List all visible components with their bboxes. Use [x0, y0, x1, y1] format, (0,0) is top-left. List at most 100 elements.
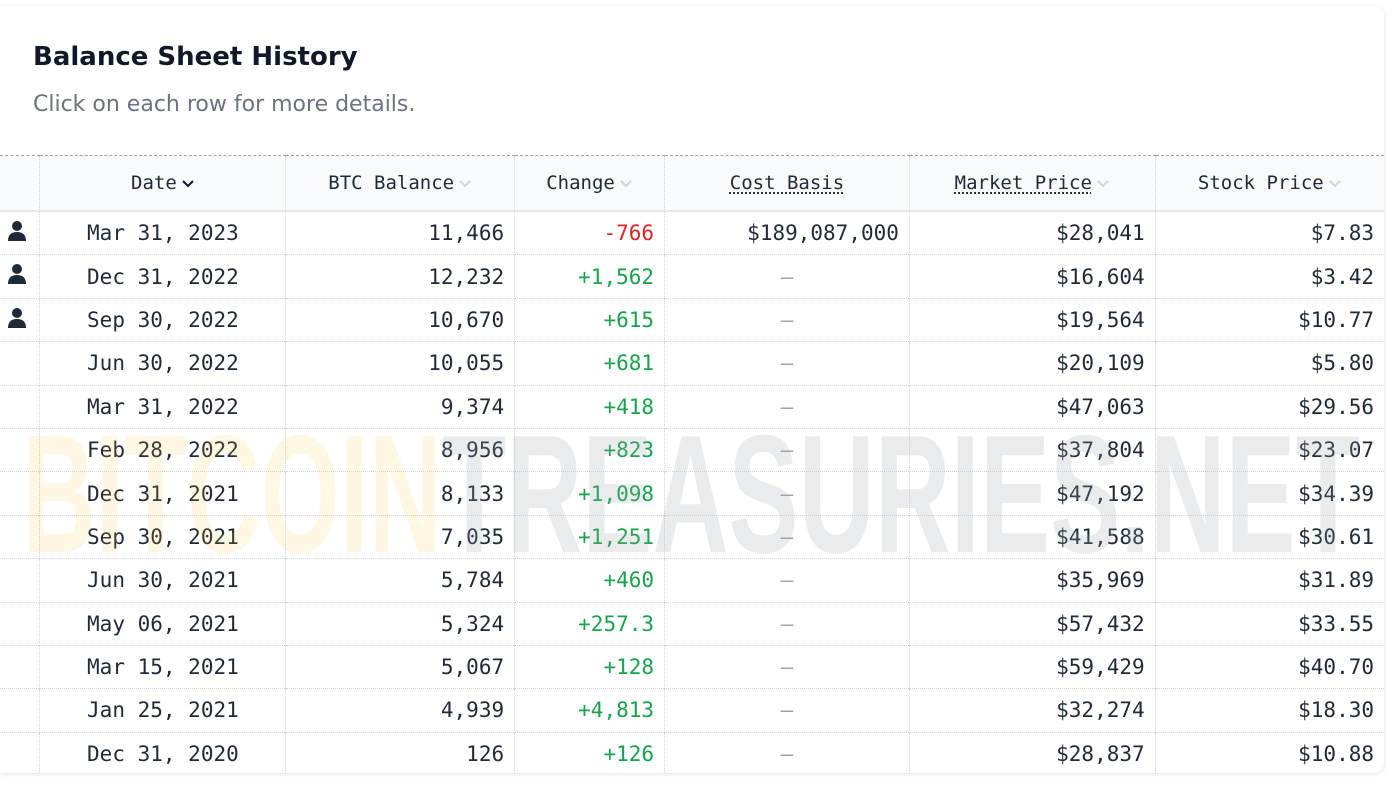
- table-cell: $23.07: [1154, 427, 1384, 472]
- table-cell: Jun 30, 2021: [39, 558, 286, 603]
- table-cell: +1,562: [514, 254, 665, 299]
- table-cell: Dec 31, 2022: [39, 254, 286, 299]
- table-cell: 5,324: [285, 601, 515, 646]
- table-cell: $41,588: [908, 514, 1156, 559]
- header-row: Date BTC Balance Change Cost Basis Market Pr…: [0, 155, 1384, 212]
- table-row[interactable]: Dec 31, 2021 8,133 +1,098— $47,192 $34.39: [0, 471, 1384, 516]
- table-cell: Jan 25, 2021: [39, 688, 286, 733]
- table-row[interactable]: Jan 25, 2021 4,939 +4,813— $32,274 $18.30: [0, 688, 1384, 733]
- table-row[interactable]: Sep 30, 2021 7,035 +1,251— $41,588 $30.61: [0, 514, 1384, 559]
- sort-icon[interactable]: [458, 179, 472, 189]
- table-cell: Mar 31, 2022: [39, 384, 286, 429]
- table-cell: $16,604: [908, 254, 1156, 299]
- column-header[interactable]: Change: [514, 155, 665, 212]
- icon-cell: [0, 601, 40, 646]
- sort-icon[interactable]: [1096, 179, 1110, 189]
- table-cell: Sep 30, 2021: [39, 514, 286, 559]
- table-cell: Dec 31, 2020: [39, 731, 286, 773]
- table-cell: —: [664, 254, 910, 299]
- table-cell: Mar 15, 2021: [39, 644, 286, 689]
- person-icon: [8, 308, 26, 328]
- column-label: BTC Balance: [328, 172, 455, 194]
- table-cell: +126: [514, 731, 665, 773]
- table-cell: $35,969: [908, 558, 1156, 603]
- table-cell: +460: [514, 558, 665, 603]
- table-cell: $10.77: [1154, 297, 1384, 342]
- table-row[interactable]: Sep 30, 2022 10,670 +615— $19,564 $10.77: [0, 297, 1384, 342]
- table-cell: $47,063: [908, 384, 1156, 429]
- table-cell: 5,784: [285, 558, 515, 603]
- table-cell: +1,251: [514, 514, 665, 559]
- sort-icon[interactable]: [1328, 179, 1342, 189]
- table-cell: —: [664, 514, 910, 559]
- table-cell: $5.80: [1154, 341, 1384, 386]
- column-label: Market Price: [954, 172, 1092, 194]
- column-header[interactable]: Date: [39, 155, 286, 212]
- person-icon: [8, 221, 26, 241]
- table-row[interactable]: Feb 28, 2022 8,956 +823— $37,804 $23.07: [0, 427, 1384, 472]
- table-row[interactable]: Mar 31, 2022 9,374 +418— $47,063 $29.56: [0, 384, 1384, 429]
- table-cell: 8,133: [285, 471, 515, 516]
- table-cell: $31.89: [1154, 558, 1384, 603]
- icon-cell: [0, 427, 40, 472]
- table-row[interactable]: May 06, 2021 5,324 +257.3— $57,432 $33.55: [0, 601, 1384, 646]
- icon-cell: [0, 514, 40, 559]
- icon-cell: [0, 558, 40, 603]
- table-cell: $37,804: [908, 427, 1156, 472]
- icon-header: [0, 155, 40, 212]
- balance-table: Date BTC Balance Change Cost Basis Market Pr…: [0, 155, 1384, 773]
- table-cell: —: [664, 384, 910, 429]
- table-cell: $40.70: [1154, 644, 1384, 689]
- column-header[interactable]: BTC Balance: [285, 155, 515, 212]
- table-cell: $30.61: [1154, 514, 1384, 559]
- table-cell: $32,274: [908, 688, 1156, 733]
- table-cell: Dec 31, 2021: [39, 471, 286, 516]
- table-cell: $19,564: [908, 297, 1156, 342]
- table-cell: —: [664, 601, 910, 646]
- table-row[interactable]: Mar 31, 2023 11,466 -766 $189,087,000 $28,04…: [0, 210, 1384, 255]
- table-row[interactable]: Jun 30, 2021 5,784 +460— $35,969 $31.89: [0, 558, 1384, 603]
- table-cell: 7,035: [285, 514, 515, 559]
- table-cell: Mar 31, 2023: [39, 210, 286, 255]
- table-cell: $59,429: [908, 644, 1156, 689]
- table-cell: 11,466: [285, 210, 515, 255]
- sort-icon[interactable]: [181, 179, 195, 189]
- table-row[interactable]: Dec 31, 2020 126 +126— $28,837 $10.88: [0, 731, 1384, 773]
- table-cell: $57,432: [908, 601, 1156, 646]
- sort-icon[interactable]: [619, 179, 633, 189]
- table-cell: Feb 28, 2022: [39, 427, 286, 472]
- table-cell: +1,098: [514, 471, 665, 516]
- icon-cell: [0, 644, 40, 689]
- table-cell: $7.83: [1154, 210, 1384, 255]
- table-cell: 10,055: [285, 341, 515, 386]
- table-cell: —: [664, 558, 910, 603]
- table-cell: May 06, 2021: [39, 601, 286, 646]
- column-header[interactable]: Stock Price: [1154, 155, 1384, 212]
- table-cell: —: [664, 688, 910, 733]
- table-cell: $3.42: [1154, 254, 1384, 299]
- title: Balance Sheet History: [33, 42, 358, 72]
- column-header[interactable]: Market Price: [908, 155, 1156, 212]
- column-label: Change: [546, 172, 615, 194]
- table-cell: 9,374: [285, 384, 515, 429]
- table-cell: Jun 30, 2022: [39, 341, 286, 386]
- table-cell: +823: [514, 427, 665, 472]
- table-cell: $28,837: [908, 731, 1156, 773]
- table-row[interactable]: Dec 31, 2022 12,232 +1,562— $16,604 $3.42: [0, 254, 1384, 299]
- table-cell: 5,067: [285, 644, 515, 689]
- table-cell: 126: [285, 731, 515, 773]
- table-cell: $189,087,000: [664, 210, 910, 255]
- table-cell: —: [664, 471, 910, 516]
- table-cell: —: [664, 731, 910, 773]
- table-cell: 4,939: [285, 688, 515, 733]
- column-header[interactable]: Cost Basis: [664, 155, 910, 212]
- table-cell: -766: [514, 210, 665, 255]
- table-cell: +615: [514, 297, 665, 342]
- table-row[interactable]: Jun 30, 2022 10,055 +681— $20,109 $5.80: [0, 341, 1384, 386]
- table-cell: +128: [514, 644, 665, 689]
- table-cell: $18.30: [1154, 688, 1384, 733]
- table-row[interactable]: Mar 15, 2021 5,067 +128— $59,429 $40.70: [0, 644, 1384, 689]
- icon-cell: [0, 341, 40, 386]
- table-cell: $29.56: [1154, 384, 1384, 429]
- person-icon: [8, 264, 26, 284]
